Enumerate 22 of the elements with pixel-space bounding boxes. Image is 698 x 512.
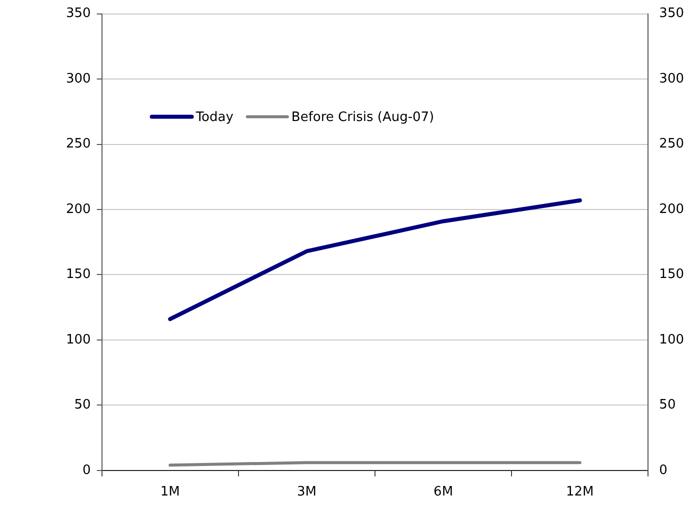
y2-tick-label: 0 [659, 462, 668, 478]
y2-tick-label: 250 [659, 136, 684, 152]
y-tick-label: 0 [82, 462, 91, 478]
y2-tick-label: 350 [659, 6, 684, 22]
y-tick-label: 250 [66, 136, 91, 152]
legend-label: Before Crisis (Aug-07) [291, 110, 434, 126]
y-tick-label: 150 [66, 267, 91, 282]
x-tick-label: 6M [434, 484, 454, 500]
y-tick-label: 300 [66, 71, 91, 86]
legend-label: Today [194, 110, 234, 126]
y-tick-label: 50 [74, 398, 91, 413]
y-tick-label: 100 [66, 332, 91, 348]
y-tick-label: 350 [66, 6, 91, 22]
y2-tick-label: 100 [659, 332, 684, 348]
y2-tick-label: 150 [659, 267, 684, 282]
y2-tick-label: 300 [659, 71, 684, 86]
y-tick-label: 200 [66, 202, 91, 217]
y2-tick-label: 50 [659, 398, 676, 413]
x-tick-label: 12M [566, 484, 594, 500]
y2-tick-label: 200 [659, 202, 684, 217]
x-tick-label: 1M [160, 484, 180, 500]
x-tick-label: 3M [296, 484, 316, 500]
